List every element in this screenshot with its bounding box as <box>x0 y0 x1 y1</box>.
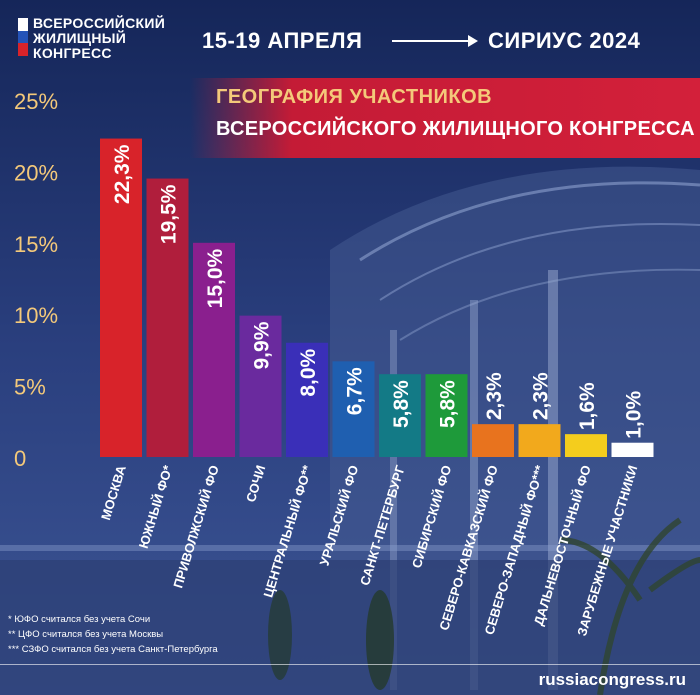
bar-value-label: 5,8% <box>390 380 413 428</box>
x-category-label: УРАЛЬСКИЙ ФО <box>317 463 362 567</box>
bar-value-label: 6,7% <box>344 367 367 415</box>
logo: ВСЕРОССИЙСКИЙ ЖИЛИЩНЫЙ КОНГРЕСС <box>18 14 178 61</box>
bar-value-label: 1,0% <box>623 391 646 439</box>
event-place: СИРИУС 2024 <box>488 28 641 53</box>
bar-value-label: 15,0% <box>204 248 227 308</box>
bar-value-label: 22,3% <box>111 144 134 204</box>
logo-line-3: КОНГРЕСС <box>33 45 112 61</box>
bar <box>332 361 375 457</box>
bar <box>286 342 328 457</box>
banner-title-line-1: ГЕОГРАФИЯ УЧАСТНИКОВ <box>216 86 493 108</box>
bar-value-label: 2,3% <box>530 372 553 420</box>
y-tick-label: 0 <box>14 446 26 471</box>
y-tick-label: 15% <box>14 232 58 257</box>
bar-value-label: 5,8% <box>437 380 460 428</box>
y-tick-label: 25% <box>14 89 58 114</box>
footnote-2: ** ЦФО считался без учета Москвы <box>8 629 164 640</box>
x-category-label: ПРИВОЛЖСКИЙ ФО <box>170 463 222 589</box>
bar <box>193 242 235 457</box>
bar <box>565 434 607 457</box>
x-category-label: ЮЖНЫЙ ФО* <box>136 463 176 551</box>
bar <box>146 178 189 458</box>
bar-value-label: 2,3% <box>483 372 506 420</box>
footnotes: * ЮФО считался без учета Сочи ** ЦФО счи… <box>8 612 218 657</box>
arrow-right-icon <box>392 35 478 47</box>
flag-stripe-red <box>18 43 28 56</box>
x-category-label: ЦЕНТРАЛЬНЫЙ ФО** <box>260 463 315 600</box>
bar-value-label: 1,6% <box>576 382 599 430</box>
website-url: russiacongress.ru <box>538 670 686 689</box>
bar-value-label: 19,5% <box>158 184 181 244</box>
bar <box>425 374 468 457</box>
y-tick-label: 10% <box>14 303 58 328</box>
flag-stripe-blue <box>18 30 28 44</box>
title-banner <box>190 78 700 158</box>
y-tick-label: 5% <box>14 375 46 400</box>
x-category-label: МОСКВА <box>98 463 129 522</box>
bar <box>472 424 514 457</box>
x-category-label: СОЧИ <box>243 463 268 503</box>
event-dates: 15-19 АПРЕЛЯ <box>202 28 363 53</box>
bar <box>100 138 142 457</box>
bar <box>379 374 421 457</box>
bar <box>239 315 282 457</box>
bar <box>611 442 654 457</box>
logo-line-2: ЖИЛИЩНЫЙ <box>33 30 127 46</box>
footnote-1: * ЮФО считался без учета Сочи <box>8 614 151 625</box>
x-category-label: СИБИРСКИЙ ФО <box>409 463 455 569</box>
flag-stripe-white <box>18 18 28 31</box>
banner-title-line-2: ВСЕРОССИЙСКОГО ЖИЛИЩНОГО КОНГРЕССА <box>216 118 695 140</box>
bar-value-label: 8,0% <box>297 348 320 396</box>
flag-icon <box>18 18 28 56</box>
y-tick-label: 20% <box>14 160 58 185</box>
logo-line-1: ВСЕРОССИЙСКИЙ <box>33 15 166 31</box>
bar <box>518 424 561 457</box>
bar-value-label: 9,9% <box>251 321 274 369</box>
footer-divider <box>0 664 700 665</box>
footnote-3: *** СЗФО считался без учета Санкт-Петерб… <box>8 644 218 655</box>
x-category-label: САНКТ-ПЕТЕРБУРГ <box>357 463 408 587</box>
